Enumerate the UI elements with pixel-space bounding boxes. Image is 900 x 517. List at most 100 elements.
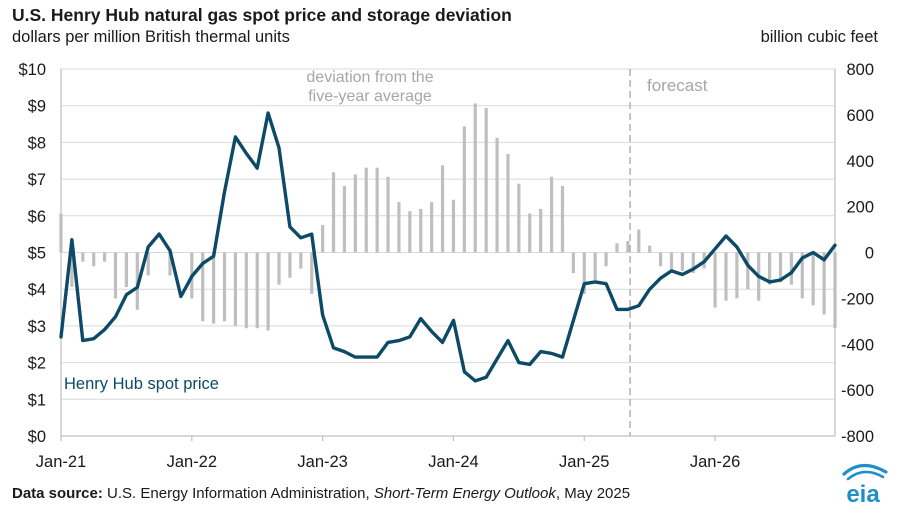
- left-axis-tick-label: $7: [28, 171, 46, 189]
- right-axis-tick-label: -800: [841, 428, 874, 446]
- deviation-bar: [353, 174, 357, 253]
- data-source-note: Data source: U.S. Energy Information Adm…: [12, 485, 630, 502]
- chart-canvas: $0 $1 $2 $3 $4 $5 $6 $7 $8 $9 $10 -800 -600 -400 -200 0…: [18, 61, 874, 470]
- deviation-bar: [626, 241, 630, 253]
- deviation-bar: [615, 243, 619, 253]
- deviation-bar: [724, 252, 728, 301]
- deviation-bar: [103, 252, 107, 262]
- deviation-bar: [92, 252, 96, 267]
- right-axis-tick-label: -400: [841, 336, 874, 354]
- deviation-bar: [473, 103, 477, 253]
- deviation-bar: [288, 252, 292, 278]
- deviation-bar: [70, 252, 74, 287]
- deviation-bar: [713, 252, 717, 308]
- deviation-bar: [375, 167, 379, 253]
- left-axis-tick-label: $3: [28, 318, 46, 336]
- deviation-bar: [179, 252, 183, 253]
- left-axis-tick-label: $5: [28, 245, 46, 263]
- x-axis-tick-label: Jan-22: [167, 453, 217, 470]
- deviation-bar: [244, 252, 248, 329]
- deviation-bar: [321, 224, 325, 253]
- deviation-bar: [440, 165, 445, 253]
- deviation-bar: [233, 252, 238, 326]
- deviation-bar: [484, 107, 488, 253]
- deviation-bar: [495, 137, 499, 253]
- source-text: U.S. Energy Information Administration,: [102, 485, 374, 502]
- deviation-bar: [778, 252, 783, 283]
- deviation-bar: [310, 252, 314, 294]
- deviation-bar: [397, 202, 401, 253]
- x-axis-tick-label: Jan-26: [690, 453, 740, 470]
- deviation-annotation-line: five-year average: [308, 88, 432, 105]
- deviation-bar: [539, 208, 543, 253]
- left-axis-tick-label: $4: [28, 281, 46, 299]
- deviation-bar: [386, 176, 390, 253]
- x-axis-tick-label: Jan-21: [36, 453, 86, 470]
- right-axis-tick-label: 0: [865, 245, 874, 263]
- source-date: , May 2025: [555, 485, 631, 502]
- right-axis-tick-label: 800: [846, 61, 874, 79]
- deviation-bar: [364, 167, 368, 253]
- deviation-bar: [528, 213, 532, 253]
- deviation-bar: [800, 252, 804, 299]
- deviation-bar: [146, 252, 150, 276]
- deviation-bar: [549, 176, 554, 253]
- left-axis-unit-label: dollars per million British thermal unit…: [12, 28, 290, 46]
- source-publication: Short-Term Energy Outlook: [373, 485, 556, 502]
- deviation-bar: [157, 252, 161, 253]
- deviation-bar: [168, 252, 172, 276]
- deviation-bar: [637, 229, 641, 253]
- chart-title: U.S. Henry Hub natural gas spot price an…: [12, 5, 512, 25]
- forecast-annotation: forecast: [647, 76, 708, 95]
- deviation-bar: [746, 252, 750, 290]
- left-axis-tick-label: $6: [28, 208, 46, 226]
- deviation-bar: [81, 252, 85, 262]
- deviation-bar: [735, 252, 739, 299]
- deviation-bar: [680, 252, 684, 271]
- deviation-bar: [658, 252, 663, 267]
- deviation-bar: [604, 252, 608, 267]
- deviation-bar: [408, 211, 412, 253]
- left-axis-tick-label: $0: [28, 428, 46, 446]
- deviation-bar: [648, 245, 652, 253]
- deviation-bar: [822, 252, 826, 315]
- right-axis-tick-label: -600: [841, 382, 874, 400]
- tick-labels: $0 $1 $2 $3 $4 $5 $6 $7 $8 $9 $10 -800 -600 -400 -200 0…: [18, 61, 874, 470]
- deviation-bar: [811, 252, 815, 306]
- henry-hub-price-line: [59, 111, 837, 383]
- deviation-bar: [222, 252, 227, 322]
- deviation-bar: [517, 183, 521, 253]
- deviation-bar: [691, 252, 695, 274]
- x-axis-tick-label: Jan-23: [297, 453, 347, 470]
- right-axis-tick-label: 400: [846, 153, 874, 171]
- deviation-bar: [582, 252, 586, 294]
- deviation-annotation-line: deviation from the: [306, 69, 433, 86]
- eia-logo: eia: [842, 463, 888, 508]
- deviation-bar: [124, 252, 129, 287]
- left-axis-tick-label: $2: [28, 355, 46, 373]
- gridlines: [61, 68, 835, 400]
- right-axis-unit-label: billion cubic feet: [760, 28, 878, 46]
- x-axis-tick-label: Jan-24: [428, 453, 478, 470]
- right-axis-tick-label: 600: [846, 107, 874, 125]
- x-axis-tick-label: Jan-25: [559, 453, 609, 470]
- deviation-bar: [113, 252, 118, 299]
- deviation-bar: [201, 252, 205, 322]
- deviation-bar: [462, 126, 466, 253]
- deviation-bar: [560, 185, 565, 253]
- deviation-bar: [277, 252, 281, 285]
- deviation-bar: [571, 252, 575, 274]
- source-label: Data source:: [12, 485, 103, 502]
- left-axis-tick-label: $8: [28, 134, 46, 152]
- left-axis-tick-label: $9: [28, 98, 46, 116]
- deviation-bar: [593, 252, 597, 281]
- price-line-group: [59, 111, 837, 383]
- deviation-bar: [342, 185, 347, 253]
- deviation-bar: [212, 252, 216, 324]
- deviation-bars: [59, 103, 837, 331]
- price-series-label: Henry Hub spot price: [64, 375, 219, 393]
- deviation-bar: [255, 252, 259, 329]
- right-axis-tick-label: 200: [846, 199, 874, 217]
- right-axis-tick-label: -200: [841, 290, 874, 308]
- deviation-bar: [506, 153, 510, 253]
